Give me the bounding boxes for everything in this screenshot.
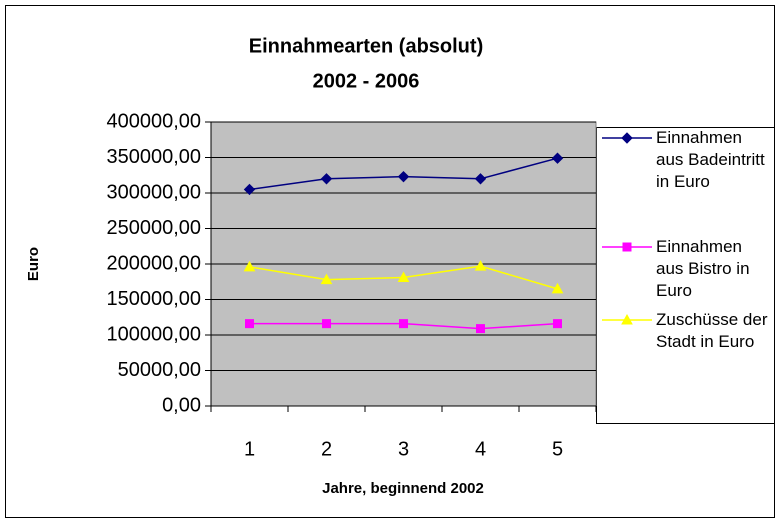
y-tick-label: 200000,00 bbox=[106, 252, 201, 274]
y-tick-label: 100000,00 bbox=[106, 323, 201, 345]
data-point bbox=[553, 319, 562, 329]
legend-label: Einnahmen aus Bistro in Euro bbox=[656, 237, 750, 300]
x-tick-label: 3 bbox=[398, 438, 409, 460]
data-point bbox=[551, 152, 564, 164]
y-tick-label: 300000,00 bbox=[106, 181, 201, 203]
legend-label: Zuschüsse der Stadt in Euro bbox=[656, 310, 768, 351]
y-tick-label: 400000,00 bbox=[106, 110, 201, 132]
chart-title: Einnahmearten (absolut) bbox=[249, 35, 483, 57]
y-tick-label: 0,00 bbox=[162, 394, 201, 416]
data-point bbox=[397, 271, 410, 282]
data-point bbox=[476, 324, 485, 334]
x-axis-label: Jahre, beginnend 2002 bbox=[322, 480, 484, 497]
y-tick-label: 50000,00 bbox=[118, 359, 201, 381]
data-point bbox=[397, 170, 410, 183]
data-point bbox=[474, 173, 487, 185]
legend-box bbox=[596, 127, 775, 424]
data-point bbox=[322, 319, 331, 329]
data-point bbox=[243, 183, 256, 196]
legend-marker bbox=[621, 313, 633, 325]
data-point bbox=[551, 282, 564, 294]
x-tick-label: 5 bbox=[552, 438, 563, 460]
x-tick-label: 2 bbox=[321, 438, 332, 460]
data-point bbox=[399, 319, 408, 329]
legend-marker bbox=[621, 132, 633, 144]
data-point bbox=[245, 319, 254, 329]
legend-marker bbox=[622, 242, 632, 252]
x-tick-label: 4 bbox=[475, 438, 486, 460]
data-point bbox=[474, 260, 487, 271]
data-point bbox=[320, 173, 333, 185]
y-tick-label: 250000,00 bbox=[106, 217, 201, 239]
y-tick-label: 150000,00 bbox=[106, 288, 201, 310]
legend-label: Einnahmen aus Badeintritt in Euro bbox=[656, 128, 765, 191]
x-tick-label: 1 bbox=[244, 438, 255, 460]
y-tick-label: 350000,00 bbox=[106, 146, 201, 168]
y-axis-label: Euro bbox=[25, 247, 42, 281]
data-point bbox=[243, 260, 256, 272]
data-point bbox=[320, 273, 333, 285]
chart-subtitle: 2002 - 2006 bbox=[313, 70, 420, 92]
